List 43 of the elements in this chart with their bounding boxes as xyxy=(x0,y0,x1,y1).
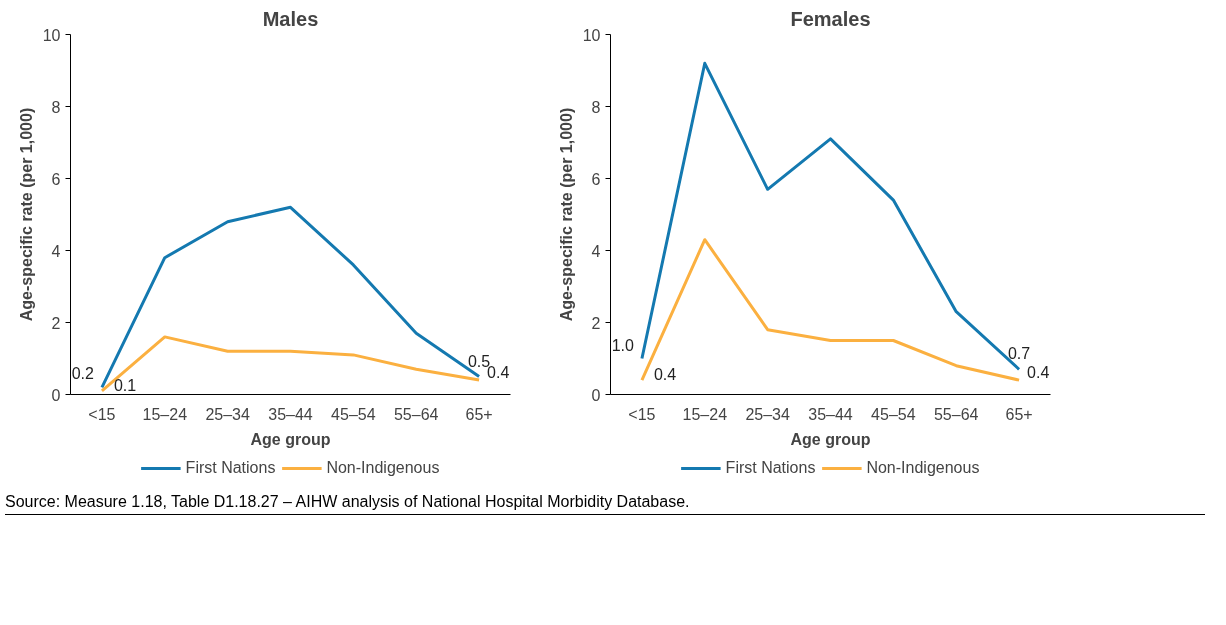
legend-label: Non-Indigenous xyxy=(326,459,440,477)
y-tick-label: 8 xyxy=(51,98,61,116)
y-tick-label: 4 xyxy=(51,242,61,260)
x-tick-label: 15–24 xyxy=(142,405,188,423)
source-note: Source: Measure 1.18, Table D1.18.27 – AIHW analysis of National Hospital Morbidity Database. xyxy=(5,492,690,512)
x-tick-label: 55–64 xyxy=(393,405,439,423)
legend-label: Non-Indigenous xyxy=(866,459,980,477)
x-tick-label: <15 xyxy=(628,405,656,423)
x-tick-label: 65+ xyxy=(465,405,493,423)
data-label: 0.1 xyxy=(113,376,137,394)
x-tick-label: 25–34 xyxy=(745,405,790,423)
data-label: 1.0 xyxy=(611,336,635,354)
x-tick-label: 65+ xyxy=(1005,405,1033,423)
chart-title: Males xyxy=(262,7,319,30)
x-tick-label: 35–44 xyxy=(808,405,853,423)
x-axis-title: Age group xyxy=(250,430,331,448)
legend-label: First Nations xyxy=(725,459,816,477)
y-tick-label: 4 xyxy=(591,242,601,260)
y-tick-label: 0 xyxy=(591,386,601,404)
x-tick-label: 45–54 xyxy=(871,405,916,423)
y-tick-label: 2 xyxy=(51,314,61,332)
y-axis-title: Age-specific rate (per 1,000) xyxy=(17,107,35,322)
x-tick-label: 25–34 xyxy=(205,405,250,423)
x-axis-title: Age group xyxy=(790,430,871,448)
data-label: 0.4 xyxy=(1027,364,1050,382)
y-axis-title: Age-specific rate (per 1,000) xyxy=(557,107,575,322)
y-tick-label: 8 xyxy=(591,98,601,116)
data-label: 0.7 xyxy=(1007,345,1031,363)
y-tick-label: 10 xyxy=(582,26,601,44)
chart-title: Females xyxy=(790,7,871,30)
y-tick-label: 10 xyxy=(42,26,61,44)
x-tick-label: 55–64 xyxy=(933,405,979,423)
y-tick-label: 6 xyxy=(51,170,61,188)
x-tick-label: 45–54 xyxy=(331,405,376,423)
legend-label: First Nations xyxy=(185,459,276,477)
y-tick-label: 6 xyxy=(591,170,601,188)
y-tick-label: 0 xyxy=(51,386,61,404)
x-tick-label: 15–24 xyxy=(682,405,728,423)
data-label: 0.4 xyxy=(653,366,677,384)
x-tick-label: <15 xyxy=(88,405,116,423)
data-label: 0.2 xyxy=(71,365,95,383)
y-tick-label: 2 xyxy=(591,314,601,332)
x-tick-label: 35–44 xyxy=(268,405,313,423)
